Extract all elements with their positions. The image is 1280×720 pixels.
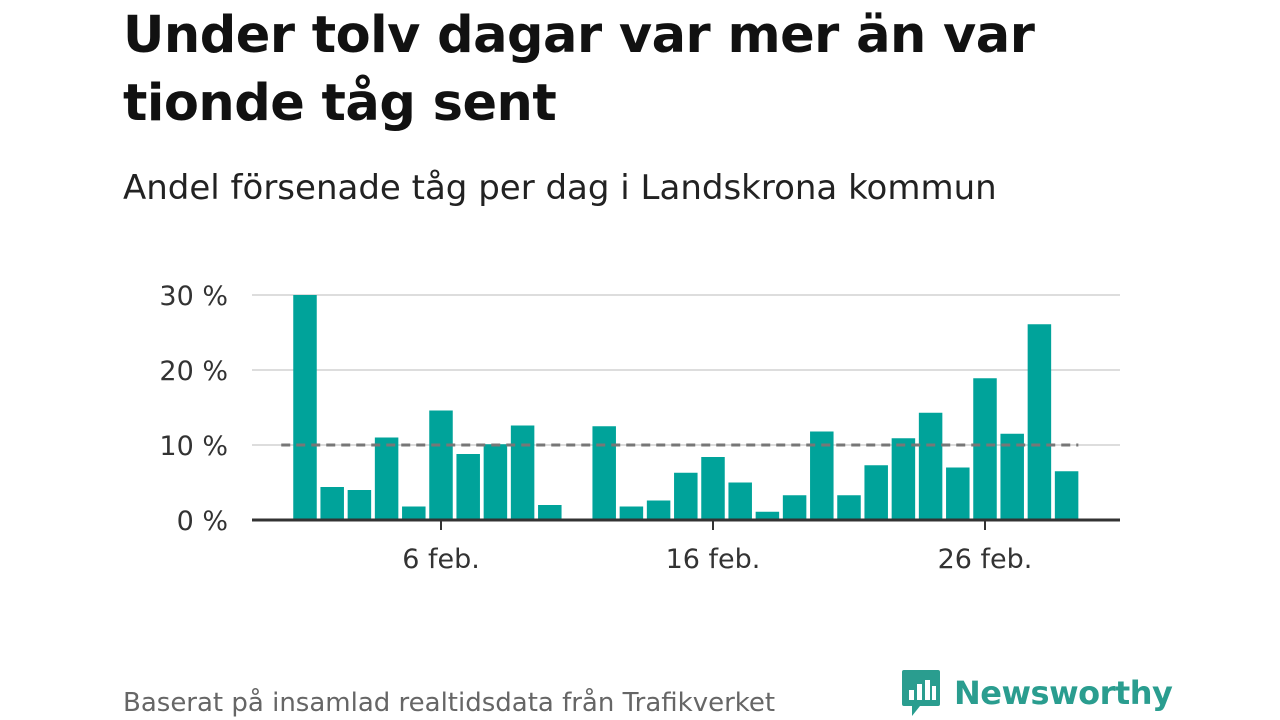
- bar: [674, 472, 698, 520]
- y-tick-label: 10 %: [159, 431, 228, 462]
- bar: [1054, 471, 1079, 520]
- bar: [374, 437, 399, 520]
- x-tick-label: 26 feb.: [938, 544, 1033, 575]
- bar-chart: 0 % 10 % 20 % 30 % 6 feb. 16 feb. 26 feb.: [159, 281, 1120, 575]
- y-tick-label: 30 %: [159, 281, 228, 312]
- bar: [864, 465, 888, 520]
- bar: [510, 425, 535, 520]
- bar: [891, 438, 916, 520]
- bar: [592, 426, 616, 520]
- bar: [918, 412, 943, 520]
- bar: [619, 506, 644, 520]
- bar: [429, 410, 453, 520]
- bar: [755, 511, 780, 520]
- brand-logo: Newsworthy: [900, 668, 1173, 718]
- bar: [782, 495, 807, 520]
- bar: [946, 467, 970, 520]
- chart-title: Under tolv dagar var mer än var tionde t…: [123, 6, 1035, 133]
- y-tick-label: 20 %: [159, 356, 228, 387]
- bar: [701, 457, 725, 520]
- bar: [1027, 324, 1052, 520]
- source-note: Baserat på insamlad realtidsdata från Tr…: [123, 688, 776, 718]
- x-tick-label: 16 feb.: [666, 544, 761, 575]
- bar: [1000, 433, 1024, 520]
- bar: [320, 487, 344, 520]
- bar: [293, 295, 317, 520]
- bar: [538, 505, 562, 520]
- brand-name: Newsworthy: [954, 674, 1173, 712]
- x-tick-label: 6 feb.: [402, 544, 480, 575]
- bar: [402, 506, 426, 520]
- bar: [810, 431, 834, 520]
- bar: [456, 454, 480, 520]
- bar: [646, 500, 671, 520]
- chart-subtitle: Andel försenade tåg per dag i Landskrona…: [123, 168, 997, 208]
- bars-layer: [293, 295, 1079, 520]
- axis-layer: 0 % 10 % 20 % 30 % 6 feb. 16 feb. 26 feb.: [159, 281, 1120, 575]
- bar-chart-speech-bubble-icon: [902, 670, 940, 716]
- bar: [728, 482, 752, 520]
- bar: [483, 444, 508, 520]
- bar: [837, 495, 861, 520]
- bar: [973, 378, 997, 520]
- bar: [347, 490, 372, 520]
- y-tick-label: 0 %: [177, 506, 228, 537]
